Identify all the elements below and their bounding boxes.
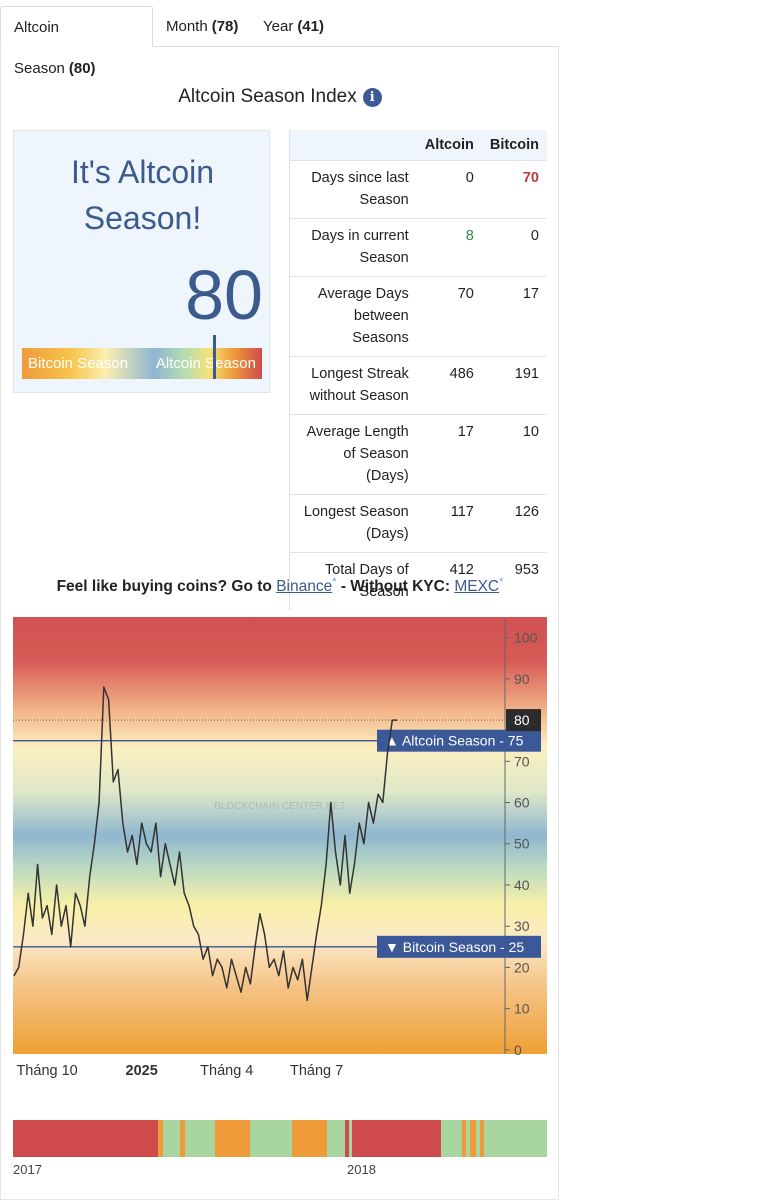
y-tick-label: 90 bbox=[514, 671, 530, 687]
status-box: It's Altcoin Season! 80 Bitcoin Season A… bbox=[13, 130, 270, 393]
x-tick-label: Tháng 7 bbox=[290, 1063, 343, 1079]
column-header: Altcoin bbox=[416, 130, 482, 161]
row-label: Days in current Season bbox=[288, 218, 417, 277]
cell: 10 bbox=[481, 414, 547, 495]
data-line bbox=[13, 686, 397, 1002]
cell: 17 bbox=[481, 276, 547, 357]
reference-label: ▼ Bitcoin Season - 25 bbox=[385, 939, 524, 955]
tab-name: Year bbox=[263, 18, 294, 35]
row-label: Longest Streak without Season bbox=[288, 356, 417, 415]
tab-count: (80) bbox=[68, 60, 96, 77]
y-tick-label: 30 bbox=[514, 918, 530, 934]
link[interactable]: MEXC bbox=[454, 578, 500, 596]
gauge-marker bbox=[212, 335, 216, 379]
promo: Feel like buying coins? Go to Binance* -… bbox=[0, 576, 560, 596]
plot-background bbox=[13, 617, 547, 1054]
row-label: Average Days between Seasons bbox=[288, 276, 417, 357]
cell: 191 bbox=[481, 356, 547, 415]
y-tick-label: 70 bbox=[514, 753, 530, 769]
chart: BLOCKCHAIN CENTER.NET 0 10 20 30 40 50 60 70 80 90… bbox=[13, 617, 547, 1079]
tab-name: Altcoin Season bbox=[14, 19, 65, 77]
reference-label-box bbox=[377, 935, 541, 958]
column-header: Bitcoin bbox=[481, 130, 547, 161]
y-tick-label: 50 bbox=[514, 836, 530, 852]
cell: 17 bbox=[416, 414, 482, 495]
cell: 0 bbox=[416, 160, 482, 219]
link[interactable]: Binance bbox=[276, 578, 333, 596]
cell: 412 bbox=[416, 552, 482, 610]
promo-text: Feel like buying coins? Go to bbox=[56, 578, 272, 596]
title-row: Altcoin Season Index i bbox=[0, 86, 560, 108]
row-label: Longest Season (Days) bbox=[288, 494, 417, 553]
row-label: Total Days of Season bbox=[288, 552, 417, 610]
reference-label: ▲ Altcoin Season - 75 bbox=[385, 733, 524, 749]
tab[interactable]: Altcoin Season (80) bbox=[0, 6, 153, 77]
cell: 8 bbox=[416, 218, 482, 277]
cell: 953 bbox=[481, 552, 547, 610]
gauge: Bitcoin Season Altcoin Season bbox=[22, 335, 262, 379]
tab-name: Month bbox=[166, 18, 208, 35]
history-strip bbox=[13, 1120, 547, 1157]
y-tick-label: 40 bbox=[514, 877, 530, 893]
row-label: Days since last Season bbox=[288, 160, 417, 219]
cell: 0 bbox=[481, 218, 547, 277]
row-label: Average Length of Season (Days) bbox=[288, 414, 417, 495]
y-tick-label: 20 bbox=[514, 959, 530, 975]
asterisk: * bbox=[499, 576, 504, 588]
cell: 126 bbox=[481, 494, 547, 553]
cell: 486 bbox=[416, 356, 482, 415]
tab-count: (78) bbox=[211, 18, 239, 35]
current-label: 80 bbox=[514, 712, 530, 728]
gauge-label: Altcoin Season bbox=[155, 355, 256, 372]
y-tick-label: 100 bbox=[514, 630, 538, 646]
y-tick-label: 60 bbox=[514, 795, 530, 811]
watermark: BLOCKCHAIN CENTER.NET bbox=[214, 801, 346, 812]
x-tick-label: Tháng 4 bbox=[200, 1063, 253, 1079]
headline: It's Altcoin Season! bbox=[70, 154, 215, 236]
cell: 70 bbox=[416, 276, 482, 357]
current-box bbox=[506, 709, 541, 732]
year-label: 2018 bbox=[347, 1162, 376, 1177]
y-tick-label: 0 bbox=[514, 1042, 522, 1058]
tab[interactable]: Month (78) bbox=[153, 6, 251, 47]
stats-table: Altcoin Bitcoin Days since last Season 0 70… bbox=[288, 130, 547, 610]
year-label: 2017 bbox=[13, 1162, 42, 1177]
asterisk: * bbox=[332, 576, 337, 588]
tab-count: (41) bbox=[297, 18, 324, 35]
index-value: 80 bbox=[185, 256, 263, 334]
info-icon[interactable]: i bbox=[362, 88, 382, 107]
promo-text: - Without KYC: bbox=[340, 578, 451, 596]
x-tick-label: 2025 bbox=[126, 1063, 158, 1079]
y-tick-label: 10 bbox=[514, 1001, 530, 1017]
x-tick-label: Tháng 10 bbox=[16, 1063, 77, 1079]
gauge-label: Bitcoin Season bbox=[28, 355, 129, 372]
tab[interactable]: Year (41) bbox=[250, 6, 337, 47]
cell: 117 bbox=[416, 494, 482, 553]
title: Altcoin Season Index bbox=[178, 86, 357, 107]
cell: 70 bbox=[481, 160, 547, 219]
reference-label-box bbox=[377, 729, 541, 752]
